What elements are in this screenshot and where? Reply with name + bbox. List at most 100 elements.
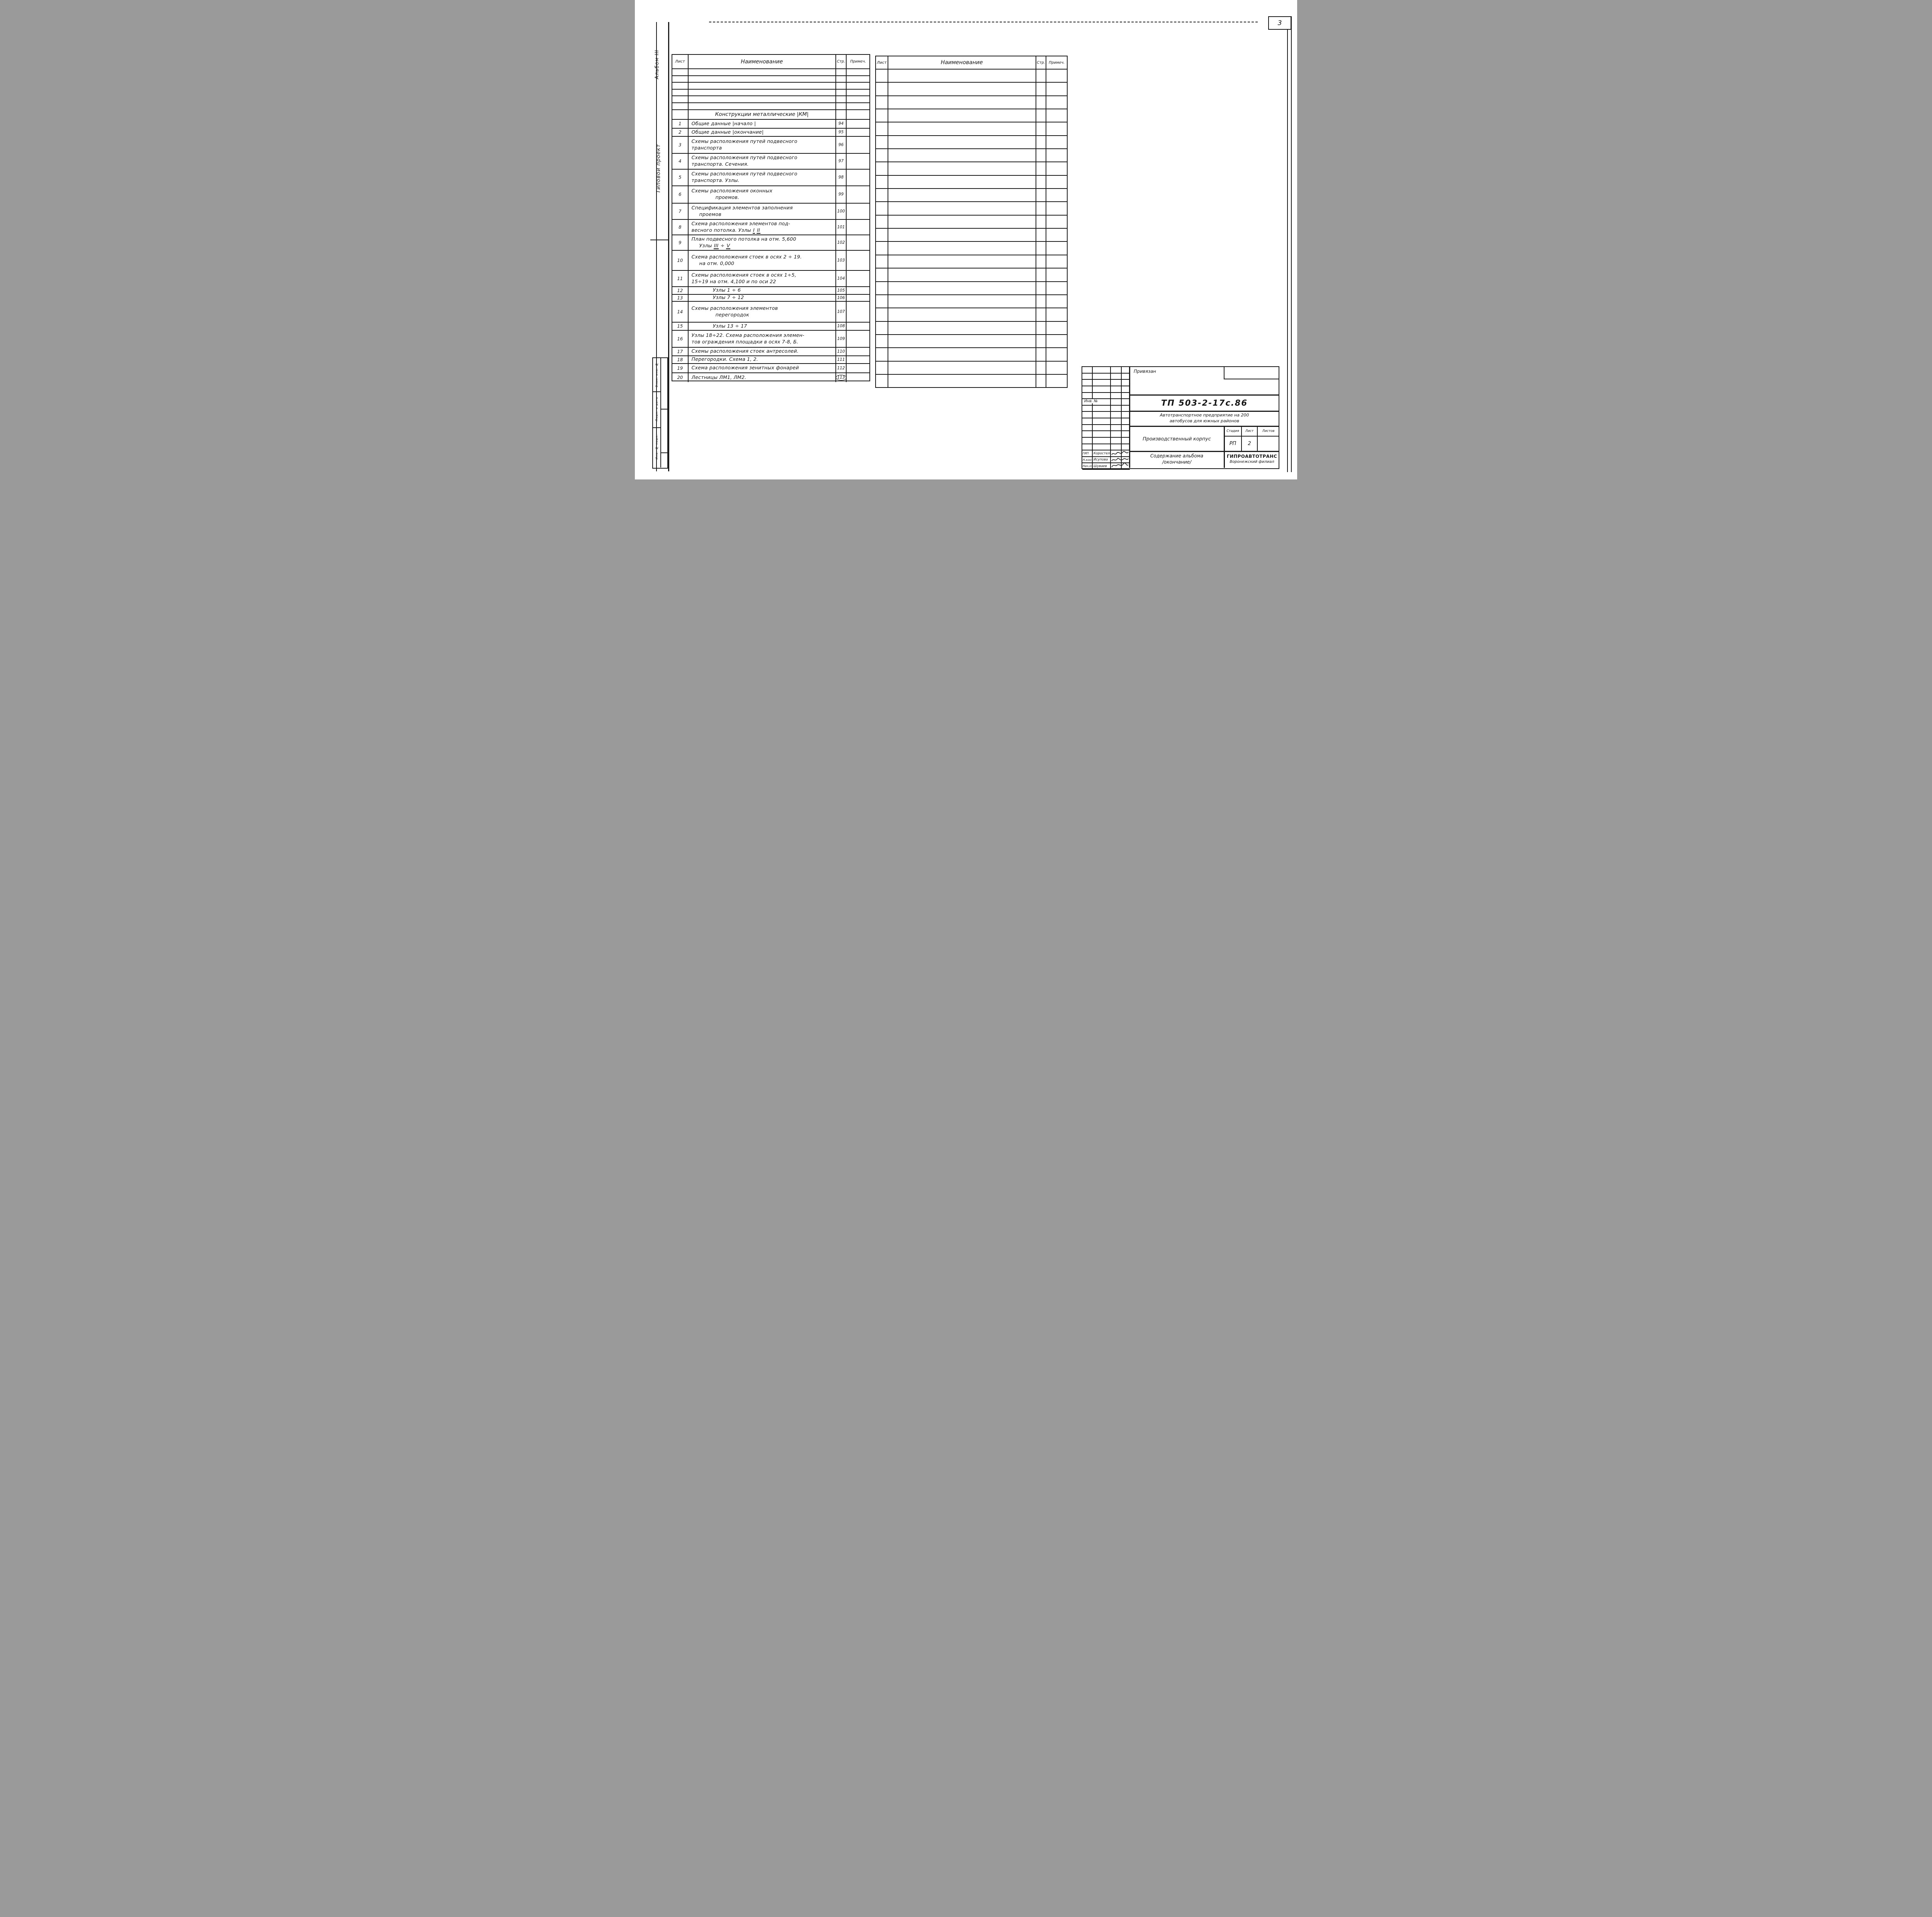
- row-note: [847, 137, 869, 153]
- table-empty-row: [876, 96, 1067, 110]
- table-header-row: Лист Наименование Стр. Примеч.: [876, 56, 1067, 70]
- table-empty-cell: [876, 242, 888, 255]
- table-empty-row: [876, 162, 1067, 176]
- stamp-label-cell: Подп. и дата: [653, 391, 660, 427]
- title-block-right: Привязан ТП 503-2-17с.86 Автотранспортно…: [1130, 367, 1279, 468]
- sheet-value: 2: [1248, 441, 1251, 447]
- table-empty-cell: [876, 282, 888, 294]
- table-empty-cell: [888, 308, 1036, 321]
- row-note: [847, 186, 869, 203]
- page-value: 96: [838, 142, 844, 147]
- table-empty-row: [876, 308, 1067, 322]
- table-empty-row: [672, 76, 869, 83]
- row-sheet-number: 15: [672, 322, 689, 330]
- table-empty-cell: [1046, 335, 1067, 347]
- page-value: 101: [837, 224, 845, 229]
- row-name-line: Лестницы ЛМ1, ЛМ2.: [691, 374, 747, 380]
- table-empty-cell: [836, 76, 847, 82]
- table-empty-cell: [672, 103, 689, 109]
- stamp-line: [653, 427, 660, 428]
- row-name-line: Схемы расположения стоек антресолей.: [691, 348, 799, 354]
- row-note: [847, 120, 869, 128]
- content-title-line2: /окончание/: [1162, 459, 1192, 465]
- toc-table-left: Лист Наименование Стр. Примеч. Конструкции м…: [672, 54, 870, 382]
- row-page-number: 99: [836, 186, 847, 203]
- page-number: 3: [1277, 19, 1282, 27]
- tb-line: [1224, 451, 1225, 468]
- page-value: 104: [837, 276, 845, 281]
- table-row: 6 Схемы расположения оконных проемов. 99: [672, 186, 869, 204]
- col-header-sheet: Лист: [672, 55, 689, 68]
- row-sheet-number: 18: [672, 356, 689, 363]
- title-block: ГИПКоростелевН.контр.ИсуповаНач.отд.Шува…: [1082, 366, 1279, 470]
- inventory-label: Инв. №: [1083, 399, 1099, 403]
- row-sheet-number: 19: [672, 364, 689, 372]
- table-empty-cell: [1046, 136, 1067, 148]
- row-note: [847, 204, 869, 219]
- tb-line: [1130, 411, 1279, 412]
- stamp-line: [661, 409, 667, 410]
- table-empty-cell: [1036, 269, 1047, 281]
- table-empty-cell: [876, 96, 888, 109]
- table-empty-cell: [876, 189, 888, 202]
- row-page-number: 97: [836, 153, 847, 169]
- row-note: [847, 220, 869, 235]
- row-sheet-number: 12: [672, 287, 689, 294]
- table-row: 15 Узлы 13 ÷ 17 108: [672, 322, 869, 331]
- table-empty-cell: [876, 321, 888, 334]
- row-name-line: транспорта. Узлы.: [691, 177, 740, 184]
- row-page-number: 112: [836, 364, 847, 372]
- grid-cell: [1082, 380, 1093, 386]
- tb-line: [1224, 426, 1225, 451]
- grid-cell: [1122, 406, 1130, 411]
- table-empty-cell: [1036, 361, 1047, 374]
- section-heading-row: Конструкции металлические |КМ|: [672, 110, 869, 120]
- table-empty-cell: [888, 149, 1036, 162]
- row-sheet-number: 11: [672, 270, 689, 286]
- table-empty-cell: [1036, 229, 1047, 241]
- row-note: [847, 373, 869, 382]
- table-empty-cell: [689, 103, 836, 109]
- grid-cell: [1111, 444, 1122, 450]
- row-name-line: Узлы 1 ÷ 6: [713, 287, 741, 293]
- grid-cell: [1082, 405, 1093, 411]
- grid-cell: [1093, 438, 1111, 444]
- grid-cell: [1093, 399, 1111, 405]
- row-name: Схемы расположения оконных проемов.: [689, 186, 836, 203]
- grid-row: [1082, 386, 1130, 393]
- signature-role: Нач.отд.: [1082, 463, 1093, 469]
- project-code: ТП 503-2-17с.86: [1161, 398, 1248, 408]
- table-empty-row: [876, 255, 1067, 269]
- row-name: Общие данные |окончание|: [689, 128, 836, 136]
- table-empty-row: [876, 282, 1067, 295]
- table-empty-row: [876, 202, 1067, 216]
- row-page-number: 100: [836, 203, 847, 219]
- tb-line: [1241, 426, 1242, 451]
- left-stamp: Взам. инв. № Подп. и дата Инв. № подл.: [652, 357, 668, 469]
- grid-cell: [1082, 431, 1093, 437]
- object-name: Производственный корпус: [1143, 436, 1211, 442]
- frame-right-outer-line: [1291, 16, 1292, 472]
- tb-line: [1257, 426, 1258, 451]
- table-empty-cell: [847, 96, 869, 102]
- content-title-line1: Содержание альбома: [1150, 453, 1204, 459]
- table-row: 20 Лестницы ЛМ1, ЛМ2. 113: [672, 373, 869, 382]
- grid-cell: [1122, 399, 1130, 405]
- grid-cell: [1111, 438, 1122, 444]
- row-sheet-number: 20: [672, 373, 689, 382]
- grid-row: [1082, 425, 1130, 432]
- table-empty-cell: [1046, 269, 1067, 281]
- row-page-number: 106: [836, 294, 847, 301]
- row-name-line: проемов.: [715, 194, 740, 201]
- table-empty-row: [876, 269, 1067, 282]
- section-heading-cell: [672, 110, 689, 119]
- project-name-line2: автобусов для южных районов: [1169, 418, 1240, 423]
- grid-cell: [1093, 367, 1111, 373]
- signature-name: Исупова: [1093, 457, 1111, 463]
- frame-left-inner-line: [668, 22, 669, 471]
- row-page-number: 113: [836, 373, 847, 382]
- table-empty-cell: [876, 162, 888, 175]
- row-name-line: тов ограждения площадки в осях 7-8, Б.: [691, 338, 798, 345]
- table-empty-cell: [1046, 162, 1067, 175]
- table-empty-cell: [836, 83, 847, 89]
